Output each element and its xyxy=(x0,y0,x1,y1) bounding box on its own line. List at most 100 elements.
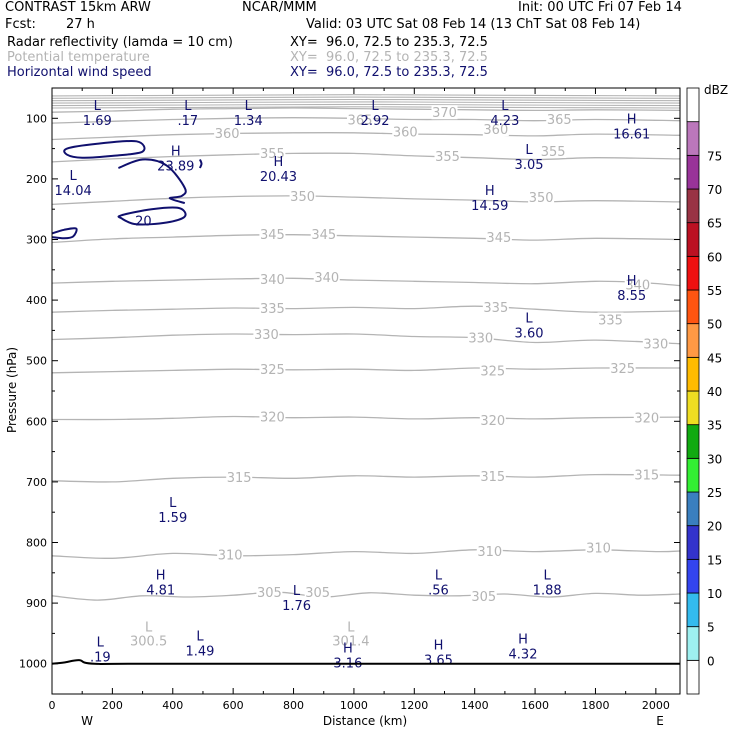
wind-contour xyxy=(198,159,203,169)
wind-extremum-type: L xyxy=(293,584,301,599)
theta-label-bg xyxy=(482,122,509,137)
theta-contour xyxy=(51,415,681,421)
x-tick-label: 800 xyxy=(283,699,304,712)
plot-frame xyxy=(51,87,681,695)
surface-ground-line xyxy=(51,659,680,665)
x-axis-end-east: E xyxy=(656,714,664,728)
wind-extremum-type: H xyxy=(156,568,166,583)
x-tick-label: 1200 xyxy=(400,699,428,712)
y-tick-label: 800 xyxy=(26,537,47,550)
contour-labels: 20 360 360 360 365 365 370 355 355 355 350 350 345 34… xyxy=(55,99,669,672)
wind-extremum-type: L xyxy=(97,636,105,651)
wind-extremum-type: H xyxy=(274,155,284,170)
theta-contour xyxy=(51,591,681,601)
x-axis-end-west: W xyxy=(81,714,93,728)
theta-label-bg xyxy=(642,336,669,351)
theta-label-bg xyxy=(485,230,512,245)
wind-extremum-value: 1.88 xyxy=(533,583,562,598)
wind-contour xyxy=(63,139,146,159)
wind-extremum-type: L xyxy=(435,568,443,583)
theta-label-bg xyxy=(431,105,458,120)
y-tick-label: 300 xyxy=(26,234,47,247)
theta-contour-label: 340 xyxy=(314,271,339,286)
y-tick-label: 900 xyxy=(26,597,47,610)
wind-extremum-type: H xyxy=(627,274,637,289)
theta-contour-label: 310 xyxy=(477,545,502,560)
theta-contour-top xyxy=(51,96,681,99)
theta-label-bg xyxy=(289,188,316,203)
y-tick-label: 100 xyxy=(26,112,47,125)
wind-extremum-type: L xyxy=(70,169,78,184)
theta-contour-label: 335 xyxy=(598,313,623,328)
theta-contour-label: 325 xyxy=(260,363,285,378)
wind-extremum-type: L xyxy=(196,629,204,644)
model-title: CONTRAST 15km ARW xyxy=(5,0,151,15)
theta-label-bg xyxy=(259,227,286,242)
theta-contour-label: 360 xyxy=(215,127,240,142)
theta-contour-label: 345 xyxy=(486,231,511,246)
theta-contour-top xyxy=(51,94,681,97)
theta-contour xyxy=(51,277,681,287)
theta-contour-label: 320 xyxy=(634,412,659,427)
wind-extremum-value: 4.81 xyxy=(146,583,175,598)
y-axis-label: Pressure (hPa) xyxy=(5,347,19,433)
theta-contour-label: 350 xyxy=(290,190,315,205)
theta-label-bg xyxy=(253,327,280,342)
theta-label-bg xyxy=(259,145,286,160)
valid-time: Valid: 03 UTC Sat 08 Feb 14 (13 ChT Sat … xyxy=(306,17,641,32)
theta-label-bg xyxy=(479,468,506,483)
wind-contours xyxy=(51,139,203,240)
wind-extremum-value: 2.92 xyxy=(361,114,390,129)
field-reflectivity-name: Radar reflectivity (lamda = 10 cm) xyxy=(7,35,233,50)
theta-contour-label: 365 xyxy=(348,114,373,129)
theta-contour-label: 320 xyxy=(260,410,285,425)
theta-label-bg xyxy=(585,540,612,555)
theta-contour-label: 310 xyxy=(218,549,243,564)
wind-extremum-value: 14.04 xyxy=(55,184,92,199)
x-tick-label: 1800 xyxy=(581,699,609,712)
wind-extremum-value: 23.89 xyxy=(157,160,194,175)
y-axis: 100 200 300 400 500 600 700 800 900 1000 xyxy=(19,112,680,671)
theta-label-bg xyxy=(217,547,244,562)
theta-contour-label: 355 xyxy=(435,150,460,165)
center-title: NCAR/MMM xyxy=(242,0,317,15)
theta-label-bg xyxy=(313,270,340,285)
x-tick-label: 1400 xyxy=(461,699,489,712)
theta-label-bg xyxy=(310,227,337,242)
wind-extremum-value: 1.34 xyxy=(234,114,263,129)
plot-header: CONTRAST 15km ARW NCAR/MMM Init: 00 UTC … xyxy=(0,0,740,84)
theta-contour-label: 320 xyxy=(480,414,505,429)
field-wind-xy: XY= 96.0, 72.5 to 235.3, 72.5 xyxy=(290,65,488,80)
theta-contour-label: 325 xyxy=(480,364,505,379)
theta-label-bg xyxy=(546,111,573,126)
theta-contour xyxy=(51,333,681,345)
theta-contour xyxy=(51,367,681,374)
theta-contour-label: 315 xyxy=(634,469,659,484)
wind-extremum-type: L xyxy=(371,99,379,114)
wind-extremum-type: H xyxy=(343,642,353,657)
wind-extremum-type: L xyxy=(184,99,192,114)
plot-border xyxy=(51,87,681,695)
theta-contour-label: 330 xyxy=(254,328,279,343)
theta-label-bg xyxy=(479,413,506,428)
wind-extremum-type: H xyxy=(518,633,528,648)
theta-contour-label: 345 xyxy=(311,228,336,243)
wind-contour xyxy=(51,227,78,240)
wind-extremum-value: 4.32 xyxy=(509,648,538,663)
y-tick-label: 200 xyxy=(26,173,47,186)
theta-contour-label: 355 xyxy=(260,147,285,162)
wind-extremum-value: 3.65 xyxy=(424,654,453,669)
field-wind-name: Horizontal wind speed xyxy=(7,65,152,80)
wind-extremum-type: L xyxy=(501,99,509,114)
theta-label-bg xyxy=(476,543,503,558)
wind-extremum-type: H xyxy=(627,113,637,128)
wind-extremum-value: 1.49 xyxy=(185,644,214,659)
theta-label-bg xyxy=(479,363,506,378)
init-time: Init: 00 UTC Fri 07 Feb 14 xyxy=(518,0,682,15)
wind-extremum-type: L xyxy=(544,568,552,583)
theta-contours xyxy=(51,94,681,601)
wind-contour-label: 20 xyxy=(135,214,152,229)
forecast-label: Fcst: xyxy=(5,17,36,32)
theta-extremum-type: L xyxy=(145,620,153,635)
wind-extremum-value: .17 xyxy=(178,114,199,129)
